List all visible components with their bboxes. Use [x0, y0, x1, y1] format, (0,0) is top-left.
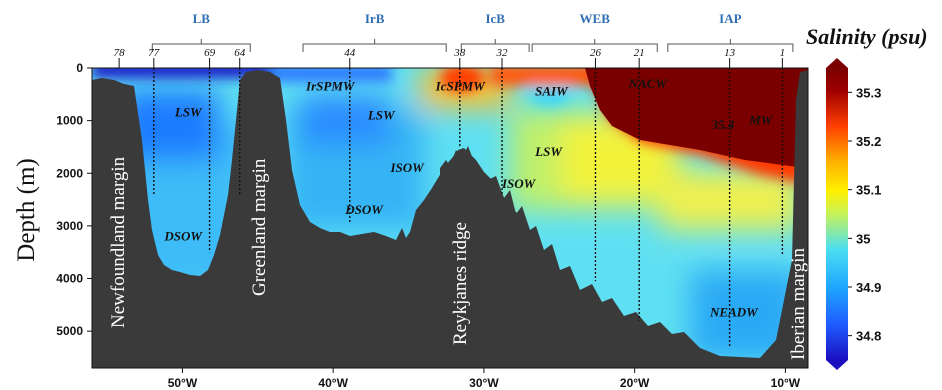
x-tick-label-0: 50°W: [168, 376, 198, 390]
basin-label-IcB: IcB: [485, 11, 505, 26]
colorbar-bottom-arrow: [826, 360, 848, 370]
station-labels: 78 77 69 64 44 38 32 26 21 13 1: [114, 47, 785, 68]
station-label-1: 1: [780, 47, 786, 59]
salinity-patch-icb-core: [440, 68, 484, 92]
station-label-13: 13: [724, 47, 736, 59]
plot-area: LSW DSOW IrSPMW LSW DSOW ISOW IcSPMW ISOW SAIW LS…: [92, 68, 820, 370]
iberian-margin-label: Iberian margin: [788, 247, 809, 360]
salinity-patch-mw-core: [585, 68, 808, 168]
water-mass-label-lsw-0: LSW: [174, 105, 203, 120]
basin-bracket-IrB: [302, 43, 447, 52]
basin-label-LB: LB: [193, 11, 211, 26]
y-tick-label-2: 2000: [56, 166, 83, 180]
station-label-64: 64: [234, 47, 246, 59]
colorbar-title: Salinity (psu): [806, 24, 928, 49]
plot-frame: [91, 67, 809, 369]
station-label-21: 21: [634, 47, 645, 59]
colorbar-top-arrow: [826, 58, 848, 68]
station-label-69: 69: [204, 47, 216, 59]
water-mass-label-lsw-3: LSW: [367, 107, 396, 122]
colorbar-tick-label-5: 35.3: [856, 85, 881, 100]
water-mass-label-35.4-12: 35.4: [711, 117, 735, 132]
water-mass-label-neadw-13: NEADW: [709, 305, 759, 320]
water-mass-label-isow-7: ISOW: [501, 176, 537, 191]
station-label-78: 78: [114, 47, 126, 59]
station-label-44: 44: [344, 47, 356, 59]
water-mass-label-mw-11: MW: [748, 113, 774, 128]
station-label-26: 26: [590, 47, 602, 59]
water-mass-label-irspmw-2: IrSPMW: [305, 78, 356, 93]
station-label-77: 77: [148, 47, 160, 59]
colorbar: 34.8 34.9 35 35.1 35.2 35.3: [826, 58, 881, 370]
x-tick-label-4: 10°W: [771, 376, 801, 390]
basin-label-IrB: IrB: [365, 11, 385, 26]
y-tick-label-5: 5000: [56, 324, 83, 338]
salinity-patch-surface-blue: [92, 68, 272, 78]
x-tick-label-3: 20°W: [620, 376, 650, 390]
x-axis: 50°W 40°W 30°W 20°W 10°W: [168, 368, 801, 390]
water-mass-label-lsw-9: LSW: [534, 144, 563, 159]
x-tick-label-1: 40°W: [318, 376, 348, 390]
colorbar-tick-label-0: 34.8: [856, 329, 881, 344]
station-lines: [153, 68, 784, 347]
water-mass-label-isow-5: ISOW: [389, 160, 425, 175]
salinity-patch-greenland-surface: [272, 68, 392, 82]
colorbar-tick-label-4: 35.2: [856, 134, 881, 149]
reykjanes-ridge-roughness: [440, 146, 776, 368]
water-mass-label-nacw-10: NACW: [628, 76, 669, 91]
water-mass-labels: LSW DSOW IrSPMW LSW DSOW ISOW IcSPMW ISOW SAIW LS…: [163, 76, 773, 320]
salinity-patch-irb-lsw: [300, 95, 390, 145]
odv-watermark: Ocean Data View: [813, 313, 820, 370]
y-axis: 0 1000 2000 3000 4000 5000: [56, 61, 92, 338]
x-tick-label-2: 30°W: [469, 376, 499, 390]
salinity-patch-iap-surface: [490, 68, 600, 86]
newfoundland-margin-label: Newfoundland margin: [108, 156, 129, 328]
basin-brackets: LB IrB IcB WEB IAP: [151, 11, 794, 52]
y-tick-label-4: 4000: [56, 272, 83, 286]
station-label-32: 32: [496, 47, 509, 59]
reykjanes-ridge-label: Reykjanes ridge: [450, 222, 471, 345]
basin-label-IAP: IAP: [719, 11, 741, 26]
water-mass-label-saiw-8: SAIW: [535, 84, 569, 99]
colorbar-gradient: [826, 68, 848, 360]
basin-label-WEB: WEB: [580, 11, 611, 26]
water-mass-label-dsow-4: DSOW: [344, 202, 384, 217]
station-label-38: 38: [453, 47, 466, 59]
y-tick-label-1: 1000: [56, 114, 83, 128]
colorbar-tick-label-2: 35: [856, 231, 870, 246]
y-tick-label-0: 0: [76, 61, 83, 75]
colorbar-tick-label-1: 34.9: [856, 280, 881, 295]
y-tick-label-3: 3000: [56, 219, 83, 233]
water-mass-label-dsow-1: DSOW: [163, 228, 203, 243]
water-mass-label-icspmw-6: IcSPMW: [435, 78, 487, 93]
colorbar-tick-label-3: 35.1: [856, 183, 881, 198]
basin-bracket-IcB: [460, 43, 530, 52]
greenland-margin-label: Greenland margin: [249, 158, 270, 296]
y-axis-label: Depth (m): [13, 158, 40, 261]
colorbar-ticks: 34.8 34.9 35 35.1 35.2 35.3: [848, 85, 881, 344]
